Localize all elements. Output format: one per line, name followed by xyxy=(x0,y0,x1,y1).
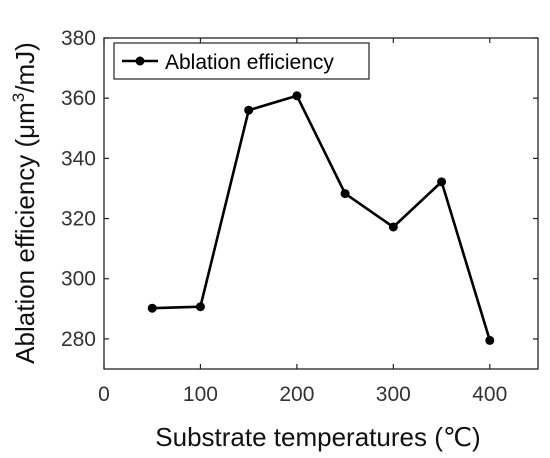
x-tick-label: 300 xyxy=(376,383,411,406)
data-point xyxy=(437,177,447,187)
x-axis-title: Substrate temperatures (℃) xyxy=(155,422,480,452)
plot-area: 0 100 200 300 400 280 300 320 340 360 380 xyxy=(61,27,539,406)
y-axis-title-main: Ablation efficiency (μm xyxy=(10,102,40,364)
data-point xyxy=(388,222,398,232)
x-tick-label: 200 xyxy=(279,383,314,406)
data-point xyxy=(485,335,495,345)
y-tick-label: 380 xyxy=(61,27,96,50)
x-tick-label: 400 xyxy=(472,383,507,406)
tick-labels: 0 100 200 300 400 280 300 320 340 360 380 xyxy=(61,27,507,406)
y-tick-label: 320 xyxy=(61,208,96,231)
y-tick-label: 300 xyxy=(61,268,96,291)
y-tick-label: 340 xyxy=(61,147,96,170)
legend-marker-sample xyxy=(135,56,145,66)
data-point xyxy=(195,302,205,312)
y-tick-label: 360 xyxy=(61,87,96,110)
axis-ticks xyxy=(103,37,538,369)
data-point xyxy=(147,303,157,313)
y-axis-title-tail: /mJ) xyxy=(10,42,40,93)
series-layer xyxy=(147,91,495,345)
series-line xyxy=(152,94,492,341)
y-axis-title-superscript: 3 xyxy=(9,93,28,102)
x-tick-label: 100 xyxy=(183,383,218,406)
legend-label: Ablation efficiency xyxy=(165,51,334,74)
legend: Ablation efficiency xyxy=(113,42,370,80)
data-point xyxy=(244,105,254,115)
data-point xyxy=(292,91,302,101)
plot-frame xyxy=(103,37,539,370)
data-point xyxy=(340,189,350,199)
y-axis-title: Ablation efficiency (μm3/mJ) xyxy=(9,42,40,364)
x-tick-label: 0 xyxy=(98,383,110,406)
y-tick-label: 280 xyxy=(61,328,96,351)
